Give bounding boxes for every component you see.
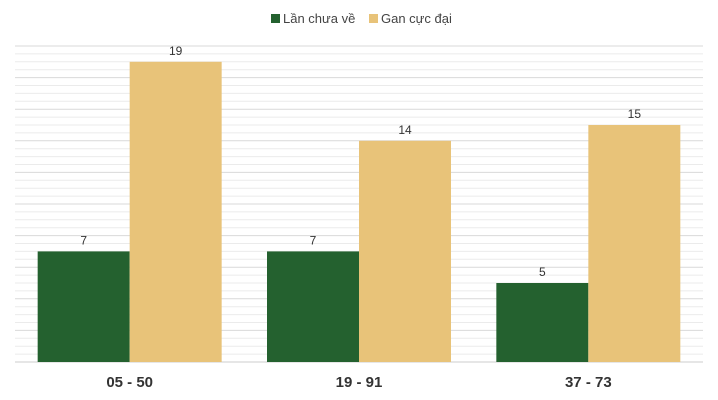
value-label-series-0-cat-2: 5 xyxy=(539,265,546,279)
value-label-series-1-cat-2: 15 xyxy=(628,107,642,121)
value-label-series-0-cat-1: 7 xyxy=(310,233,317,247)
legend-swatch-gan-cuc-dai xyxy=(369,14,378,23)
bar-series-1-cat-2 xyxy=(588,125,681,362)
value-label-series-0-cat-0: 7 xyxy=(80,233,87,247)
bar-series-1-cat-1 xyxy=(359,140,451,362)
value-label-series-1-cat-0: 19 xyxy=(169,44,183,58)
legend-label-lan-chua-ve: Lần chưa về xyxy=(283,11,355,26)
value-label-series-1-cat-1: 14 xyxy=(398,123,412,137)
legend: Lần chưa về Gan cực đại xyxy=(271,11,452,26)
bar-series-1-cat-0 xyxy=(129,61,222,363)
category-label-2: 37 - 73 xyxy=(565,374,612,391)
bar-series-0-cat-2 xyxy=(496,283,589,362)
value-labels: 7 19 7 14 5 15 xyxy=(80,44,641,279)
bars xyxy=(37,61,681,363)
legend-label-gan-cuc-dai: Gan cực đại xyxy=(381,11,452,26)
bar-series-0-cat-0 xyxy=(37,251,130,362)
bar-series-0-cat-1 xyxy=(267,251,359,362)
legend-swatch-lan-chua-ve xyxy=(271,14,280,23)
category-label-0: 05 - 50 xyxy=(106,374,153,391)
category-label-1: 19 - 91 xyxy=(336,374,383,391)
category-labels: 05 - 50 19 - 91 37 - 73 xyxy=(106,374,611,391)
